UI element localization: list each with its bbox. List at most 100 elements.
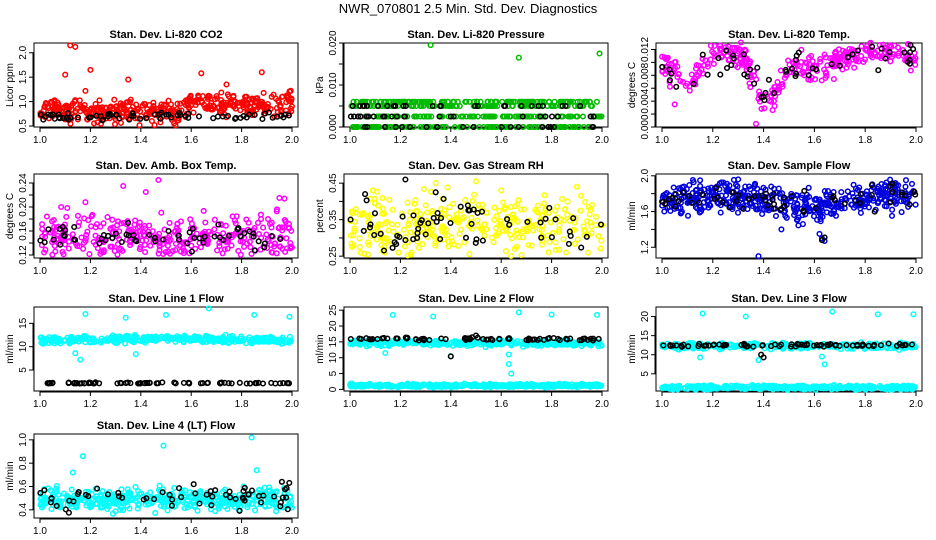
x-tick-label: 1.6 — [184, 135, 198, 146]
data-point — [218, 100, 225, 107]
data-point — [778, 226, 785, 233]
data-point — [444, 184, 451, 191]
data-point — [474, 206, 481, 213]
data-point — [534, 209, 541, 216]
data-point — [88, 223, 95, 230]
data-point — [571, 240, 578, 247]
data-point — [536, 226, 543, 233]
data-point — [430, 313, 437, 320]
data-point — [404, 113, 411, 120]
data-point — [850, 181, 857, 188]
data-point — [108, 243, 116, 250]
x-tick-label: 1.0 — [343, 399, 357, 410]
y-tick-label: 5 — [328, 370, 339, 376]
x-tick-label: 1.2 — [83, 266, 97, 277]
data-point — [887, 199, 894, 206]
data-point — [166, 219, 173, 226]
data-point — [407, 229, 414, 236]
data-point — [439, 224, 447, 232]
data-point — [180, 379, 187, 386]
data-point — [898, 209, 905, 216]
data-point — [188, 248, 195, 255]
data-point — [124, 98, 131, 106]
data-point — [361, 250, 368, 257]
data-point — [237, 114, 244, 121]
data-point — [432, 242, 439, 249]
data-point — [438, 113, 445, 120]
data-point — [157, 115, 164, 122]
data-point — [367, 221, 374, 228]
data-point — [388, 113, 395, 120]
data-point — [436, 113, 443, 120]
x-tick-label: 1.0 — [655, 399, 669, 410]
x-axis: 1.0 1.2 1.4 1.6 1.8 2.0 — [655, 127, 923, 146]
data-point — [824, 187, 832, 195]
data-point — [116, 115, 123, 122]
data-point — [532, 221, 539, 228]
data-point — [828, 61, 835, 68]
data-point — [455, 217, 462, 224]
data-point — [758, 93, 765, 101]
data-point — [404, 199, 411, 206]
data-point — [515, 197, 522, 204]
data-point — [165, 234, 172, 241]
x-tick-label: 1.4 — [134, 266, 148, 277]
data-point — [728, 62, 735, 69]
data-point — [367, 232, 375, 239]
data-point — [473, 236, 480, 243]
data-point — [361, 123, 369, 131]
data-point — [816, 230, 823, 237]
x-tick-label: 1.8 — [235, 266, 249, 277]
data-point — [352, 209, 359, 216]
data-point — [81, 215, 88, 222]
data-point — [237, 251, 244, 258]
data-point — [440, 123, 447, 131]
panel-title: Stan. Dev. Sample Flow — [728, 160, 851, 172]
data-point — [283, 93, 291, 100]
data-point — [545, 249, 552, 256]
data-point — [547, 219, 554, 226]
data-point — [353, 98, 360, 105]
y-tick-label: 15 — [18, 317, 29, 329]
data-point — [707, 42, 714, 49]
data-point — [739, 61, 746, 68]
data-point — [762, 190, 770, 197]
data-point — [283, 235, 290, 242]
series-selected-samples — [659, 42, 917, 104]
data-point — [822, 70, 829, 77]
x-tick-label: 1.0 — [655, 135, 669, 146]
y-axis-label: ml/min — [627, 201, 638, 230]
data-point — [670, 184, 677, 191]
data-point — [752, 120, 760, 127]
data-point — [251, 247, 258, 254]
data-point — [285, 225, 292, 232]
data-point — [389, 206, 396, 213]
data-point — [232, 105, 239, 112]
data-point — [671, 101, 678, 108]
data-point — [542, 215, 549, 222]
x-tick-label: 2.0 — [285, 266, 299, 277]
y-tick-label: 0.12 — [18, 245, 29, 265]
y-tick-label: 1.2 — [640, 240, 651, 254]
data-point — [801, 187, 808, 194]
y-tick-label: 5 — [640, 371, 651, 377]
data-point — [232, 220, 239, 227]
x-axis: 1.0 1.2 1.4 1.6 1.8 2.0 — [655, 391, 923, 410]
data-point — [171, 120, 178, 127]
data-point — [83, 106, 90, 113]
x-tick-label: 1.2 — [706, 135, 720, 146]
data-point — [164, 242, 171, 249]
data-point — [74, 212, 82, 219]
data-point — [548, 113, 556, 120]
data-point — [569, 123, 576, 131]
data-point — [431, 102, 438, 110]
data-point — [224, 245, 231, 252]
data-point — [541, 192, 548, 199]
data-point — [105, 232, 112, 239]
data-point — [491, 113, 498, 120]
data-point — [513, 113, 521, 120]
data-point — [471, 113, 478, 120]
data-point — [567, 113, 574, 120]
